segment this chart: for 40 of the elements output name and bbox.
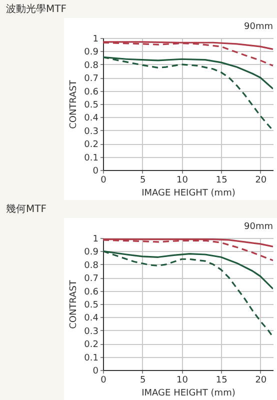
x-tick-label: 5 [140, 176, 146, 186]
chart-title: 波動光學MTF [6, 2, 66, 16]
text: 90mm [244, 222, 273, 232]
x-tick-label: 5 [140, 376, 146, 386]
x-tick-label: 10 [176, 376, 188, 386]
y-tick-label: 1 [92, 34, 98, 44]
y-tick-label: 0.2 [84, 340, 98, 350]
y-axis-title: CONTRAST [69, 280, 80, 329]
x-tick-label: 20 [255, 376, 267, 386]
y-tick-label: 0.2 [84, 140, 98, 150]
y-tick-label: 0.9 [84, 248, 99, 258]
x-tick-label: 0 [100, 176, 107, 186]
y-tick-label: 0.6 [84, 87, 99, 98]
y-tick-label: 0.7 [84, 274, 98, 284]
x-tick-label: 15 [216, 176, 228, 186]
x-tick-label: 10 [176, 176, 188, 186]
y-tick-label: 1 [92, 234, 98, 244]
y-tick-label: 0.6 [84, 287, 99, 298]
x-tick-label: 15 [216, 376, 228, 386]
text: 90mm [244, 22, 273, 32]
chart-title: 幾何MTF [6, 203, 46, 216]
y-tick-label: 0.5 [84, 100, 98, 110]
y-tick-label: 0.1 [84, 153, 98, 164]
y-tick-label: 0.8 [84, 60, 99, 71]
y-axis-title: CONTRAST [69, 80, 80, 129]
y-tick-label: 0.4 [84, 314, 99, 324]
y-tick-label: 0.3 [84, 126, 98, 137]
y-tick-label: 0.4 [84, 114, 99, 124]
x-tick-label: 20 [255, 176, 267, 186]
y-tick-label: 0 [92, 166, 99, 176]
y-tick-label: 0.5 [84, 300, 98, 310]
x-axis-title: IMAGE HEIGHT (mm) [142, 388, 236, 398]
y-tick-label: 0.9 [84, 48, 99, 58]
y-tick-label: 0.8 [84, 260, 99, 271]
y-tick-label: 0.7 [84, 74, 98, 84]
x-tick-label: 0 [100, 376, 107, 386]
y-tick-label: 0 [92, 366, 99, 376]
y-tick-label: 0.3 [84, 326, 98, 337]
y-tick-label: 0.1 [84, 353, 98, 364]
x-axis-title: IMAGE HEIGHT (mm) [142, 188, 236, 198]
